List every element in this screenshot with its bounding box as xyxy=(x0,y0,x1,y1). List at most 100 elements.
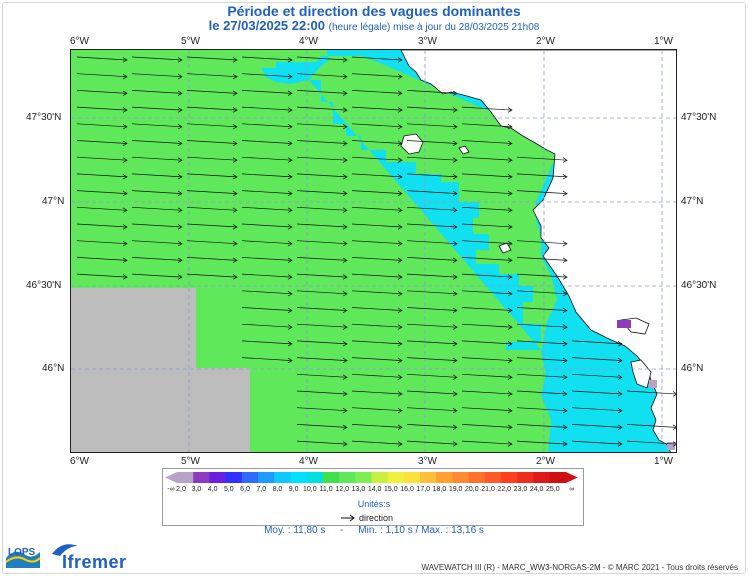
direction-arrow xyxy=(461,357,513,364)
direction-arrow xyxy=(351,424,403,430)
legend-cell-low-end xyxy=(165,472,177,483)
low-period-patch-2 xyxy=(649,380,657,388)
legend-tick-label: 25,0 xyxy=(546,486,560,493)
direction-arrow xyxy=(76,140,128,147)
direction-arrow xyxy=(131,257,183,263)
island-belle-ile xyxy=(400,133,424,155)
stats-mean: Moy. : 11,80 s xyxy=(264,525,326,536)
legend-cell xyxy=(371,472,389,483)
direction-arrow xyxy=(406,257,458,263)
direction-arrow xyxy=(241,206,293,213)
legend-tick-label: 17,0 xyxy=(416,486,431,493)
legend-tick-label: 16,0 xyxy=(400,486,414,493)
ifremer-logo-text: Ifremer xyxy=(62,552,127,572)
lon-label-bottom-2w: 2°W xyxy=(536,456,555,467)
direction-arrow xyxy=(516,156,568,163)
direction-arrow xyxy=(131,123,183,130)
legend-cell xyxy=(355,472,372,483)
lon-label-bottom-5w: 5°W xyxy=(181,456,200,467)
direction-arrow xyxy=(296,156,348,163)
lon-label-bottom-3w: 3°W xyxy=(418,456,437,467)
direction-arrow xyxy=(406,190,458,197)
direction-arrow xyxy=(406,323,458,330)
direction-arrow xyxy=(241,340,293,347)
direction-arrow xyxy=(241,240,293,247)
stats-separator: - xyxy=(340,525,344,536)
direction-arrow xyxy=(351,307,403,314)
direction-arrow xyxy=(76,90,128,96)
direction-arrow xyxy=(406,240,458,247)
direction-arrow xyxy=(131,273,183,280)
direction-arrow xyxy=(296,323,348,330)
direction-arrow xyxy=(296,173,348,180)
direction-arrow xyxy=(296,56,348,63)
map-subtitle: le 27/03/2025 22:00 (heure légale) mise … xyxy=(0,18,748,33)
subtitle-note: (heure légale) mise à jour du 28/03/2025… xyxy=(328,22,540,33)
direction-arrow xyxy=(131,223,183,230)
direction-arrow xyxy=(186,173,238,180)
legend-tick-label: 23,0 xyxy=(513,486,528,493)
direction-arrow xyxy=(461,206,513,213)
direction-arrow xyxy=(461,290,513,297)
island-yeu xyxy=(498,242,512,254)
legend-cell xyxy=(225,472,243,483)
legend-cell xyxy=(177,472,194,483)
direction-arrow xyxy=(186,190,238,197)
legend-tick-label: 13,0 xyxy=(351,486,366,493)
direction-arrow xyxy=(351,73,403,80)
direction-arrow xyxy=(241,90,293,96)
direction-arrow xyxy=(351,390,403,397)
direction-arrow xyxy=(406,440,458,447)
direction-arrow xyxy=(131,206,183,213)
graticule xyxy=(71,50,676,452)
direction-arrow xyxy=(351,173,403,180)
direction-arrow xyxy=(461,123,513,130)
direction-arrow xyxy=(186,123,238,130)
direction-arrow xyxy=(351,373,403,380)
footer-copyright: WAVEWATCH III (R) - MARC_WW3-NORGAS-2M -… xyxy=(421,563,738,572)
direction-arrow xyxy=(351,257,403,263)
lon-label-top-6w: 6°W xyxy=(70,36,89,47)
direction-label: direction xyxy=(359,513,394,523)
direction-arrow xyxy=(296,223,348,230)
legend-direction: direction xyxy=(340,513,393,523)
legend-tick-label: 15,0 xyxy=(384,486,398,493)
direction-arrow xyxy=(351,290,403,297)
low-period-patch-1 xyxy=(617,320,631,328)
direction-arrow xyxy=(406,173,458,180)
direction-arrow xyxy=(296,106,348,113)
legend-tick-label: 2,0 xyxy=(176,486,186,493)
legend-tick-label: 8,0 xyxy=(272,486,283,493)
legend-tick-label: 4,0 xyxy=(207,486,218,493)
legend-cell xyxy=(501,472,518,483)
direction-arrow xyxy=(406,90,458,96)
direction-arrow xyxy=(351,190,403,197)
legend-tick-label: 6,0 xyxy=(240,486,250,493)
lops-logo-text: LOPS xyxy=(8,547,36,558)
lat-label-left-47: 47°N xyxy=(42,196,65,207)
direction-arrow xyxy=(351,206,403,213)
direction-arrow xyxy=(626,440,676,447)
legend-tick-label: 18,0 xyxy=(432,486,447,493)
lon-label-bottom-4w: 4°W xyxy=(299,456,318,467)
color-legend: -∞ 2,0 3,0 4,0 5,0 6,0 7,0 8,0 9,0 10,0 11,0 12,0 13… xyxy=(162,468,584,526)
legend-cell xyxy=(387,472,405,483)
direction-arrow xyxy=(461,340,513,347)
direction-arrow xyxy=(351,123,403,130)
lon-label-top-1w: 1°W xyxy=(654,36,673,47)
direction-arrow xyxy=(296,240,348,247)
direction-arrow xyxy=(461,240,513,247)
direction-arrow xyxy=(76,257,128,263)
wave-period-map[interactable] xyxy=(70,49,677,453)
direction-arrow xyxy=(186,56,238,63)
direction-arrow xyxy=(241,156,293,163)
direction-arrow xyxy=(186,106,238,113)
direction-arrow xyxy=(406,424,458,430)
direction-arrow xyxy=(406,223,458,230)
direction-arrow-icon xyxy=(341,514,355,522)
direction-arrow xyxy=(76,106,128,113)
legend-cell xyxy=(403,472,421,483)
direction-arrow xyxy=(461,173,513,180)
direction-arrow xyxy=(241,140,293,147)
